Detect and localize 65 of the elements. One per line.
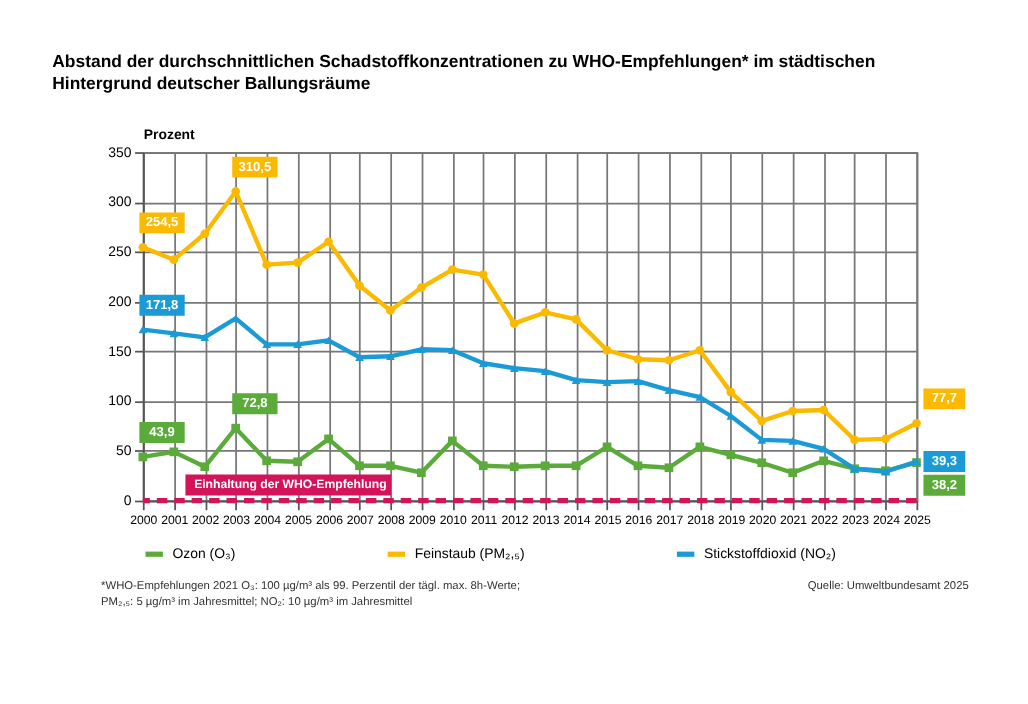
point [200,229,210,239]
point [324,237,333,247]
point [169,447,179,457]
point [447,436,457,446]
point [169,255,179,265]
point [757,416,767,426]
point [540,461,550,471]
point [602,345,612,355]
point [571,376,581,384]
point [138,242,148,252]
point [200,333,210,342]
point [447,265,457,274]
point [355,281,364,290]
point [262,456,272,466]
point [417,468,426,478]
point [788,437,798,445]
point [509,364,519,372]
point [571,461,581,471]
point [757,436,767,444]
point [757,458,767,468]
point [293,457,302,467]
point [540,367,550,375]
point [417,345,426,354]
chart-title: Abstand der durchschnittlichen Schadstoffkonzentrationen zu WHO-Empfehlungen* im städtischen Hintergrund deutscher Ballungsräume [52,50,876,94]
point [200,462,210,472]
point [386,352,395,361]
point [664,386,674,394]
point [447,346,457,355]
point [386,461,395,471]
point [355,461,364,471]
point [478,359,488,367]
point [788,406,798,416]
point [355,353,364,362]
point [138,325,148,334]
point [540,308,550,317]
point [478,270,488,279]
point [509,462,519,472]
point [819,405,829,415]
line-series [138,314,921,476]
point [262,260,272,269]
point [417,283,426,292]
point [602,378,612,386]
point [169,329,179,338]
point [633,461,643,471]
point [664,355,674,365]
point [293,340,302,349]
point [571,315,581,324]
point [293,258,302,268]
point [509,319,519,328]
point [912,418,921,428]
point [262,340,272,349]
point [633,354,643,364]
point [695,345,705,355]
point [478,461,488,471]
point [726,387,736,397]
point [788,468,798,478]
point [386,306,395,315]
point [850,435,859,445]
point [633,377,643,385]
point [231,423,241,433]
point [726,450,736,460]
point [664,463,674,473]
point [881,434,890,444]
point [324,434,333,444]
point [819,456,829,466]
